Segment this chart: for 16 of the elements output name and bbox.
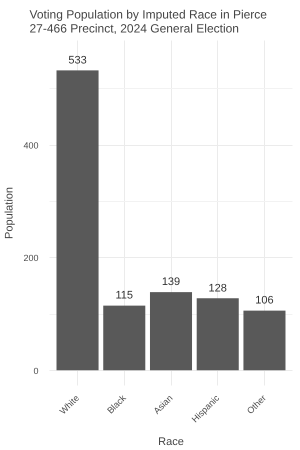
data-label: 139	[162, 276, 180, 288]
y-tick-label: 0	[33, 366, 39, 376]
data-label: 115	[116, 290, 134, 302]
data-label: 128	[208, 282, 227, 294]
bar	[196, 298, 239, 370]
y-tick-label: 200	[23, 253, 39, 264]
bar	[150, 292, 192, 370]
bar	[56, 70, 99, 370]
data-label: 106	[255, 294, 274, 307]
bar	[103, 306, 146, 370]
y-tick-label: 400	[23, 140, 39, 151]
data-label: 533	[68, 54, 87, 66]
y-axis-title: Population	[3, 186, 16, 239]
chart-title: Voting Population by Imputed Race in Pierce 27-466 Precinct, 2024 General Election	[30, 8, 268, 36]
x-axis-title: Race	[158, 436, 184, 448]
bar	[243, 310, 286, 370]
